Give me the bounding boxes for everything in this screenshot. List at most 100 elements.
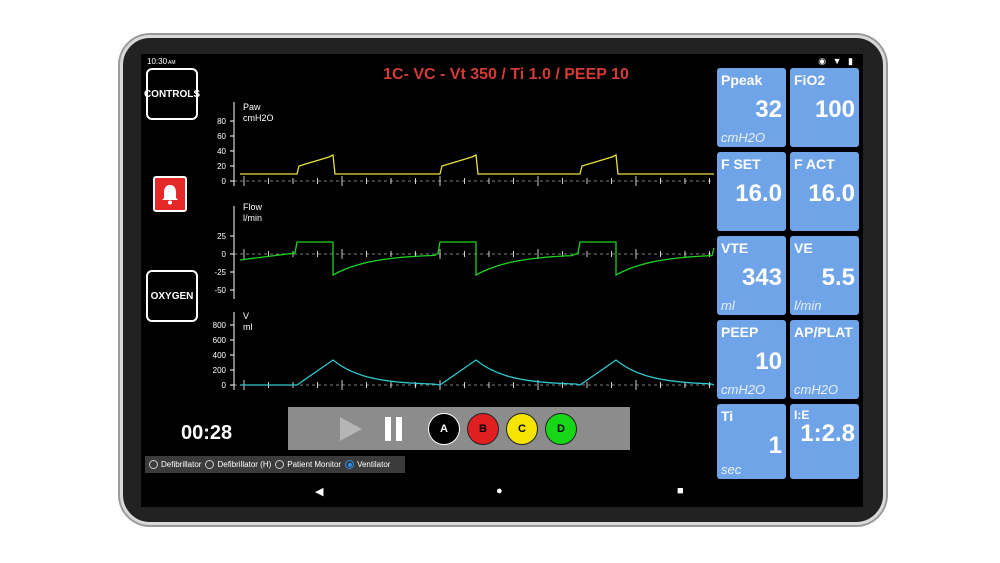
volume-label: V bbox=[243, 311, 249, 321]
home-icon[interactable]: ● bbox=[496, 485, 503, 497]
mode-ventilator[interactable]: Ventilator bbox=[345, 460, 390, 469]
flow-tick-label: 25 bbox=[217, 232, 226, 241]
tile-ti[interactable]: Ti 1 sec bbox=[717, 404, 786, 479]
volume-tick-label: 200 bbox=[213, 366, 227, 375]
tile-unit: l/min bbox=[794, 298, 822, 313]
volume-waveform bbox=[240, 359, 715, 386]
tile-value: 32 bbox=[755, 96, 782, 123]
tile-unit: cmH2O bbox=[794, 382, 839, 397]
mode-label: Defibrillator (H) bbox=[217, 460, 272, 469]
tile-value: 100 bbox=[814, 96, 855, 123]
tile-value: 16.0 bbox=[808, 180, 855, 207]
tile-label: F SET bbox=[721, 156, 761, 172]
tile-ve[interactable]: VE 5.5 l/min bbox=[790, 236, 859, 315]
settings-title: 1C- VC - Vt 350 / Ti 1.0 / PEEP 10 bbox=[383, 66, 629, 83]
play-icon[interactable] bbox=[338, 416, 364, 442]
radio-selected-icon bbox=[345, 460, 355, 469]
paw-tick-label: 20 bbox=[217, 162, 226, 171]
paw-label: Paw bbox=[243, 102, 261, 112]
android-nav-bar: ◀ ● ■ bbox=[141, 482, 863, 504]
radio-icon bbox=[205, 460, 215, 469]
link-icon: ◉ bbox=[818, 56, 829, 66]
scenario-a-label: A bbox=[440, 423, 448, 435]
tile-ppeak[interactable]: Ppeak 32 cmH2O bbox=[717, 68, 786, 147]
tile-label: VE bbox=[794, 240, 813, 256]
tile-label: AP/PLAT bbox=[794, 324, 853, 340]
paw-tick-label: 60 bbox=[217, 132, 226, 141]
tile-f-set[interactable]: F SET 16.0 bbox=[717, 152, 786, 231]
tile-label: F ACT bbox=[794, 156, 835, 172]
tile-label: VTE bbox=[721, 240, 749, 256]
scenario-c-button[interactable]: C bbox=[506, 413, 538, 445]
playback-bar: A B C D bbox=[288, 407, 630, 450]
pause-icon[interactable] bbox=[384, 416, 404, 442]
elapsed-timer: 00:28 bbox=[181, 422, 233, 444]
wifi-icon: ▼ bbox=[832, 56, 844, 66]
tile-peep[interactable]: PEEP 10 cmH2O bbox=[717, 320, 786, 399]
tile-value: 1:2.8 bbox=[800, 420, 855, 447]
status-bar: 10:30AM ◉ ▼ ▮ bbox=[141, 54, 863, 70]
scenario-d-button[interactable]: D bbox=[545, 413, 577, 445]
mode-patient-monitor[interactable]: Patient Monitor bbox=[275, 460, 341, 469]
tile-unit: cmH2O bbox=[721, 130, 766, 145]
mode-defibrillator-h[interactable]: Defibrillator (H) bbox=[205, 460, 271, 469]
back-icon[interactable]: ◀ bbox=[315, 486, 324, 498]
battery-icon: ▮ bbox=[848, 56, 855, 66]
radio-icon bbox=[149, 460, 158, 469]
tile-label: Ppeak bbox=[721, 72, 763, 88]
tile-ap-plat[interactable]: AP/PLAT cmH2O bbox=[790, 320, 859, 399]
scenario-b-label: B bbox=[479, 423, 487, 435]
oxygen-button[interactable]: OXYGEN bbox=[146, 270, 198, 322]
flow-tick-label: -50 bbox=[214, 286, 226, 295]
tile-unit: ml bbox=[721, 298, 735, 313]
volume-tick-label: 600 bbox=[213, 336, 227, 345]
screen: 10:30AM ◉ ▼ ▮ 1C- VC - Vt 350 / Ti 1.0 /… bbox=[141, 54, 863, 507]
scenario-a-button[interactable]: A bbox=[428, 413, 460, 445]
tile-unit: cmH2O bbox=[721, 382, 766, 397]
mode-label: Ventilator bbox=[357, 460, 391, 469]
scenario-b-button[interactable]: B bbox=[467, 413, 499, 445]
status-time: 10:30AM bbox=[147, 57, 176, 66]
tile-label: Ti bbox=[721, 408, 734, 424]
tile-ie[interactable]: I:E 1:2.8 bbox=[790, 404, 859, 479]
flow-unit: l/min bbox=[243, 213, 262, 223]
scenario-d-label: D bbox=[557, 423, 565, 435]
volume-tick-label: 0 bbox=[222, 381, 227, 390]
tile-value: 16.0 bbox=[735, 180, 782, 207]
oxygen-label: OXYGEN bbox=[150, 290, 194, 302]
paw-tick-label: 40 bbox=[217, 147, 226, 156]
tile-value: 343 bbox=[741, 264, 782, 291]
flow-tick-label: 0 bbox=[222, 250, 227, 259]
controls-button[interactable]: CONTROLS bbox=[143, 68, 201, 120]
status-icons: ◉ ▼ ▮ bbox=[818, 56, 855, 67]
paw-tick-label: 0 bbox=[222, 177, 227, 186]
tile-unit: sec bbox=[721, 462, 742, 477]
paw-tick-label: 80 bbox=[217, 117, 226, 126]
bell-icon bbox=[162, 185, 178, 205]
tile-label: PEEP bbox=[721, 324, 759, 340]
paw-unit: cmH2O bbox=[243, 113, 274, 123]
tile-value: 1 bbox=[768, 432, 782, 459]
volume-tick-label: 400 bbox=[213, 351, 227, 360]
paw-waveform bbox=[240, 153, 714, 175]
mode-label: Patient Monitor bbox=[287, 460, 342, 469]
tile-fio2[interactable]: FiO2 100 bbox=[790, 68, 859, 147]
flow-tick-label: -25 bbox=[214, 268, 226, 277]
flow-waveform bbox=[239, 241, 715, 277]
mode-defibrillator[interactable]: Defibrillator bbox=[149, 460, 201, 469]
scenario-c-label: C bbox=[518, 423, 526, 435]
tile-vte[interactable]: VTE 343 ml bbox=[717, 236, 786, 315]
tile-label: I:E bbox=[794, 408, 810, 422]
recents-icon[interactable]: ■ bbox=[677, 485, 684, 497]
mode-selector: Defibrillator Defibrillator (H) Patient … bbox=[145, 456, 405, 473]
alarm-button[interactable] bbox=[153, 176, 187, 212]
flow-label: Flow bbox=[243, 202, 263, 212]
volume-unit: ml bbox=[243, 322, 253, 332]
tile-f-act[interactable]: F ACT 16.0 bbox=[790, 152, 859, 231]
tile-value: 10 bbox=[755, 348, 782, 375]
controls-label: CONTROLS bbox=[143, 88, 201, 100]
volume-tick-label: 800 bbox=[213, 321, 227, 330]
mode-label: Defibrillator bbox=[161, 460, 202, 469]
tile-value: 5.5 bbox=[821, 264, 855, 291]
